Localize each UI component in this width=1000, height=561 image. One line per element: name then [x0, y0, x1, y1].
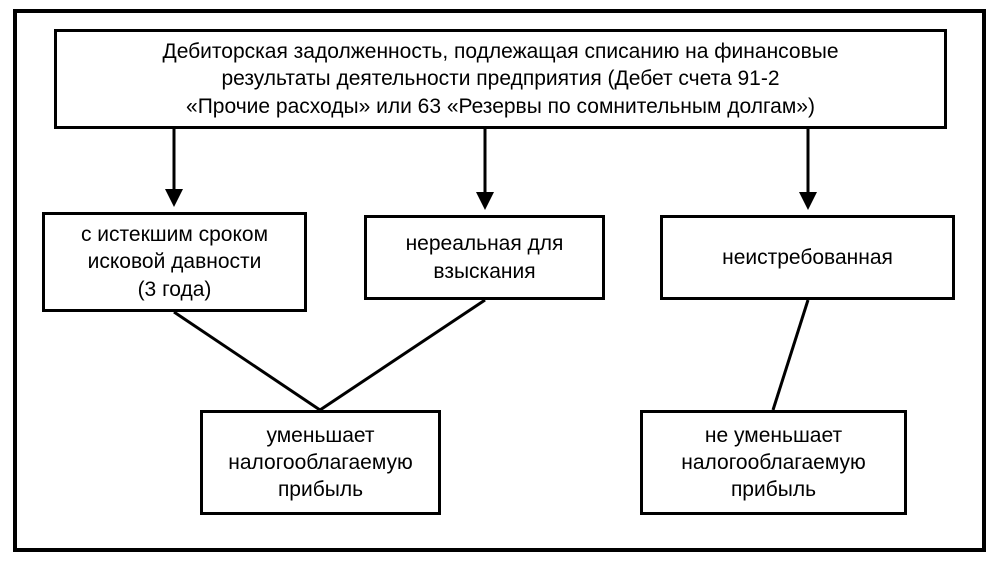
- node-bot-right: не уменьшает налогооблагаемую прибыль: [640, 410, 907, 515]
- node-mid-right-label: неистребованная: [722, 244, 893, 271]
- node-mid-center: нереальная для взыскания: [364, 215, 605, 300]
- node-mid-left: с истекшим сроком исковой давности (3 го…: [42, 212, 307, 312]
- node-mid-left-label: с истекшим сроком исковой давности (3 го…: [81, 221, 268, 303]
- diagram-canvas: Дебиторская задолженность, подлежащая сп…: [0, 0, 1000, 561]
- node-top-label: Дебиторская задолженность, подлежащая сп…: [162, 38, 838, 120]
- node-bot-left-label: уменьшает налогооблагаемую прибыль: [228, 422, 413, 504]
- node-bot-left: уменьшает налогооблагаемую прибыль: [200, 410, 441, 515]
- node-top: Дебиторская задолженность, подлежащая сп…: [54, 29, 947, 129]
- node-bot-right-label: не уменьшает налогооблагаемую прибыль: [681, 422, 866, 504]
- node-mid-right: неистребованная: [660, 215, 955, 300]
- node-mid-center-label: нереальная для взыскания: [406, 230, 564, 285]
